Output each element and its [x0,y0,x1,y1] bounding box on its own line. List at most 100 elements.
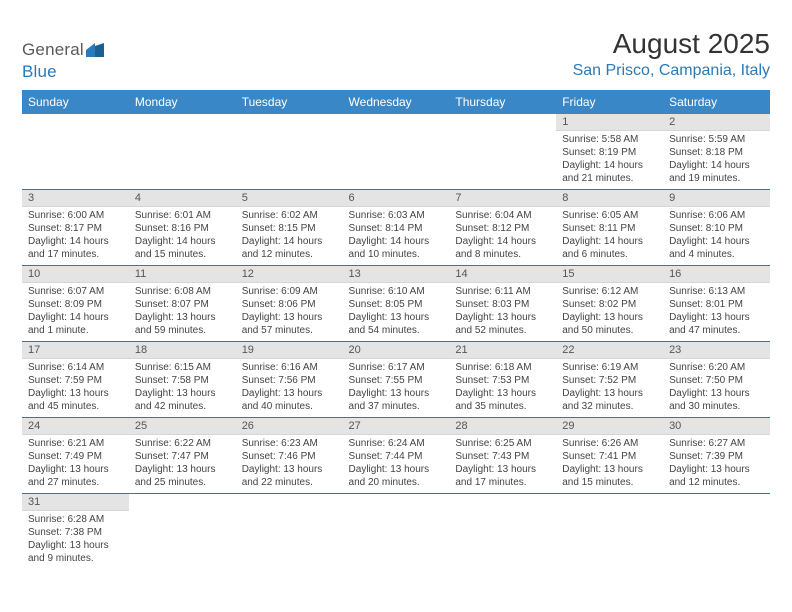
sunrise-line: Sunrise: 6:05 AM [562,209,657,222]
calendar-row: 24Sunrise: 6:21 AMSunset: 7:49 PMDayligh… [22,418,770,494]
daylight1-line: Daylight: 14 hours [135,235,230,248]
sunset-line: Sunset: 8:01 PM [669,298,764,311]
day-number: 14 [449,266,556,283]
calendar-cell: 31Sunrise: 6:28 AMSunset: 7:38 PMDayligh… [22,494,129,570]
cell-body: Sunrise: 6:14 AMSunset: 7:59 PMDaylight:… [22,359,129,417]
sunset-line: Sunset: 8:05 PM [349,298,444,311]
sunrise-line: Sunrise: 6:00 AM [28,209,123,222]
calendar-cell: 13Sunrise: 6:10 AMSunset: 8:05 PMDayligh… [343,266,450,342]
sunrise-line: Sunrise: 6:02 AM [242,209,337,222]
sunrise-line: Sunrise: 6:17 AM [349,361,444,374]
calendar-cell: 30Sunrise: 6:27 AMSunset: 7:39 PMDayligh… [663,418,770,494]
day-number: 16 [663,266,770,283]
daylight1-line: Daylight: 13 hours [562,311,657,324]
weekday-header: Wednesday [343,90,450,114]
daylight2-line: and 57 minutes. [242,324,337,337]
daylight1-line: Daylight: 14 hours [669,235,764,248]
empty-cell [129,114,236,190]
daylight1-line: Daylight: 13 hours [135,387,230,400]
cell-body: Sunrise: 6:20 AMSunset: 7:50 PMDaylight:… [663,359,770,417]
cell-body: Sunrise: 5:59 AMSunset: 8:18 PMDaylight:… [663,131,770,189]
day-number: 13 [343,266,450,283]
sunset-line: Sunset: 7:43 PM [455,450,550,463]
daylight1-line: Daylight: 13 hours [349,387,444,400]
cell-body: Sunrise: 5:58 AMSunset: 8:19 PMDaylight:… [556,131,663,189]
day-number: 7 [449,190,556,207]
daylight2-line: and 59 minutes. [135,324,230,337]
daylight2-line: and 47 minutes. [669,324,764,337]
calendar-cell: 25Sunrise: 6:22 AMSunset: 7:47 PMDayligh… [129,418,236,494]
cell-body: Sunrise: 6:18 AMSunset: 7:53 PMDaylight:… [449,359,556,417]
daylight1-line: Daylight: 13 hours [28,387,123,400]
daylight2-line: and 17 minutes. [455,476,550,489]
sunset-line: Sunset: 7:38 PM [28,526,123,539]
daylight2-line: and 21 minutes. [562,172,657,185]
daylight2-line: and 45 minutes. [28,400,123,413]
daylight1-line: Daylight: 14 hours [669,159,764,172]
sunrise-line: Sunrise: 5:58 AM [562,133,657,146]
title-block: August 2025 San Prisco, Campania, Italy [573,28,770,80]
weekday-header: Sunday [22,90,129,114]
calendar-cell: 10Sunrise: 6:07 AMSunset: 8:09 PMDayligh… [22,266,129,342]
weekday-header: Thursday [449,90,556,114]
sunset-line: Sunset: 8:16 PM [135,222,230,235]
daylight1-line: Daylight: 13 hours [349,463,444,476]
calendar-cell: 9Sunrise: 6:06 AMSunset: 8:10 PMDaylight… [663,190,770,266]
calendar-row: 10Sunrise: 6:07 AMSunset: 8:09 PMDayligh… [22,266,770,342]
sunrise-line: Sunrise: 6:27 AM [669,437,764,450]
day-number: 31 [22,494,129,511]
calendar-row: 17Sunrise: 6:14 AMSunset: 7:59 PMDayligh… [22,342,770,418]
sunrise-line: Sunrise: 5:59 AM [669,133,764,146]
daylight2-line: and 19 minutes. [669,172,764,185]
cell-body: Sunrise: 6:23 AMSunset: 7:46 PMDaylight:… [236,435,343,493]
sunrise-line: Sunrise: 6:22 AM [135,437,230,450]
sunrise-line: Sunrise: 6:19 AM [562,361,657,374]
day-number: 24 [22,418,129,435]
empty-cell [343,114,450,190]
calendar-cell: 5Sunrise: 6:02 AMSunset: 8:15 PMDaylight… [236,190,343,266]
day-number: 26 [236,418,343,435]
calendar-cell: 20Sunrise: 6:17 AMSunset: 7:55 PMDayligh… [343,342,450,418]
empty-cell [129,494,236,570]
cell-body: Sunrise: 6:24 AMSunset: 7:44 PMDaylight:… [343,435,450,493]
day-number: 30 [663,418,770,435]
sunset-line: Sunset: 7:55 PM [349,374,444,387]
day-number: 17 [22,342,129,359]
day-number: 10 [22,266,129,283]
cell-body: Sunrise: 6:10 AMSunset: 8:05 PMDaylight:… [343,283,450,341]
sunset-line: Sunset: 7:52 PM [562,374,657,387]
daylight1-line: Daylight: 13 hours [562,387,657,400]
sunrise-line: Sunrise: 6:18 AM [455,361,550,374]
sunset-line: Sunset: 7:49 PM [28,450,123,463]
daylight1-line: Daylight: 13 hours [28,463,123,476]
sunset-line: Sunset: 8:02 PM [562,298,657,311]
calendar-row: 1Sunrise: 5:58 AMSunset: 8:19 PMDaylight… [22,114,770,190]
day-number: 9 [663,190,770,207]
daylight1-line: Daylight: 14 hours [242,235,337,248]
sunset-line: Sunset: 8:07 PM [135,298,230,311]
daylight1-line: Daylight: 13 hours [135,463,230,476]
daylight2-line: and 40 minutes. [242,400,337,413]
logo-blue: Blue [22,62,57,81]
empty-cell [449,114,556,190]
cell-body: Sunrise: 6:19 AMSunset: 7:52 PMDaylight:… [556,359,663,417]
cell-body: Sunrise: 6:09 AMSunset: 8:06 PMDaylight:… [236,283,343,341]
sunset-line: Sunset: 7:58 PM [135,374,230,387]
cell-body: Sunrise: 6:16 AMSunset: 7:56 PMDaylight:… [236,359,343,417]
empty-cell [236,494,343,570]
sunset-line: Sunset: 7:59 PM [28,374,123,387]
cell-body: Sunrise: 6:08 AMSunset: 8:07 PMDaylight:… [129,283,236,341]
calendar-cell: 4Sunrise: 6:01 AMSunset: 8:16 PMDaylight… [129,190,236,266]
sunset-line: Sunset: 8:10 PM [669,222,764,235]
sunset-line: Sunset: 8:14 PM [349,222,444,235]
daylight1-line: Daylight: 13 hours [455,311,550,324]
cell-body: Sunrise: 6:05 AMSunset: 8:11 PMDaylight:… [556,207,663,265]
weekday-header: Monday [129,90,236,114]
sunset-line: Sunset: 7:44 PM [349,450,444,463]
daylight1-line: Daylight: 13 hours [455,463,550,476]
sunrise-line: Sunrise: 6:25 AM [455,437,550,450]
cell-body: Sunrise: 6:27 AMSunset: 7:39 PMDaylight:… [663,435,770,493]
daylight2-line: and 42 minutes. [135,400,230,413]
cell-body: Sunrise: 6:02 AMSunset: 8:15 PMDaylight:… [236,207,343,265]
daylight1-line: Daylight: 13 hours [349,311,444,324]
